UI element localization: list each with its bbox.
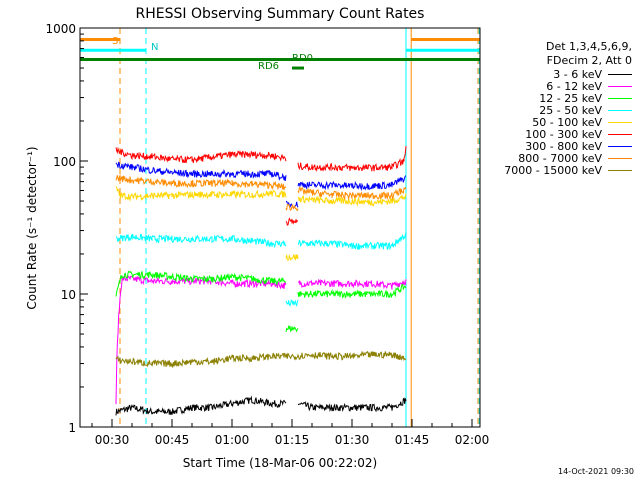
- legend-item-swatch: [608, 133, 632, 135]
- series-line-7000-15000-kev: [115, 350, 407, 369]
- series-line-800-7000-kev: [285, 203, 299, 212]
- series-line-6-12-kev: [297, 278, 407, 290]
- series-line-50-100-kev: [285, 253, 299, 261]
- axes-layer: 00:30 00:45 01:00 01:15 01:30 01:45 02:00 1 10 10…: [45, 22, 489, 447]
- saa-label: S: [112, 36, 118, 47]
- legend-header-line-2: FDecim 2, Att 0: [546, 54, 632, 67]
- legend-item: 25 - 50 keV: [480, 103, 632, 117]
- legend-item-label: 50 - 100 keV: [532, 115, 602, 129]
- series-line-12-25-kev: [285, 324, 299, 333]
- legend-header-line-1: Det 1,3,4,5,6,9,: [545, 40, 632, 53]
- rd0-label: RD0: [292, 53, 313, 64]
- x-tick-label: 01:30: [335, 433, 370, 447]
- series-line-25-50-kev: [115, 233, 287, 249]
- legend-item-swatch: [608, 73, 632, 75]
- legend-item-label: 3 - 6 keV: [553, 67, 602, 81]
- y-tick-label: 100: [53, 155, 76, 169]
- series-line-100-300-kev: [115, 146, 287, 164]
- generated-timestamp: 14-Oct-2021 09:30: [558, 467, 634, 476]
- plot-frame: [79, 27, 481, 428]
- legend-item-swatch: [608, 169, 632, 171]
- series-line-25-50-kev: [298, 231, 407, 251]
- y-axis-label: Count Rate (s⁻¹ detector⁻¹): [25, 146, 39, 309]
- series-line-800-7000-kev: [115, 173, 287, 191]
- series-line-100-300-kev: [297, 146, 407, 173]
- legend-item-swatch: [608, 121, 632, 123]
- legend-item: 300 - 800 keV: [480, 139, 632, 153]
- legend-item: 800 - 7000 keV: [480, 151, 632, 165]
- chart-title: RHESSI Observing Summary Count Rates: [136, 6, 425, 22]
- legend-item-label: 300 - 800 keV: [525, 139, 602, 153]
- legend-item-swatch: [608, 145, 632, 147]
- legend-item-label: 12 - 25 keV: [539, 91, 602, 105]
- y-tick-label: 1: [68, 421, 76, 435]
- legend: Det 1,3,4,5,6,9, FDecim 2, Att 0 3 - 6 k…: [480, 40, 632, 177]
- legend-item: 50 - 100 keV: [480, 115, 632, 129]
- legend-item-label: 7000 - 15000 keV: [504, 163, 602, 177]
- series-line-6-12-kev: [115, 274, 287, 405]
- x-tick-label: 01:15: [275, 433, 310, 447]
- series-line-50-100-kev: [297, 193, 407, 207]
- y-tick-label: 10: [61, 288, 76, 302]
- x-tick-label: 00:45: [155, 433, 190, 447]
- legend-item-label: 800 - 7000 keV: [518, 151, 602, 165]
- series-line-800-7000-kev: [297, 186, 407, 201]
- x-axis-label: Start Time (18-Mar-06 00:22:02): [183, 456, 377, 470]
- legend-item: 6 - 12 keV: [480, 79, 632, 93]
- legend-item-swatch: [608, 97, 632, 99]
- night-label: N: [151, 42, 158, 53]
- series-line-12-25-kev: [297, 283, 407, 299]
- series-line-50-100-kev: [115, 186, 287, 202]
- x-tick-label: 00:30: [95, 433, 130, 447]
- legend-item: 3 - 6 keV: [480, 67, 632, 81]
- legend-item: 12 - 25 keV: [480, 91, 632, 105]
- legend-item-swatch: [608, 109, 632, 111]
- x-tick-label: 02:00: [455, 433, 490, 447]
- series-line-3-6-kev: [297, 397, 407, 413]
- legend-item-swatch: [608, 157, 632, 159]
- series-line-25-50-kev: [285, 299, 299, 308]
- legend-item-label: 6 - 12 keV: [546, 79, 602, 93]
- series-line-100-300-kev: [285, 217, 299, 226]
- legend-rows: 3 - 6 keV 6 - 12 keV 12 - 25 keV 25 - 50 ke…: [480, 67, 632, 177]
- legend-item-swatch: [608, 85, 632, 87]
- plot-lines-layer: [79, 28, 480, 427]
- legend-item: 100 - 300 keV: [480, 127, 632, 141]
- rd6-label: RD6: [258, 61, 279, 72]
- x-tick-label: 01:00: [215, 433, 250, 447]
- series-line-300-800-kev: [297, 175, 407, 192]
- legend-item-label: 25 - 50 keV: [539, 103, 602, 117]
- series-line-12-25-kev: [115, 270, 287, 297]
- x-tick-label: 01:45: [395, 433, 430, 447]
- legend-item-label: 100 - 300 keV: [525, 127, 602, 141]
- series-line-300-800-kev: [115, 161, 287, 181]
- y-tick-label: 1000: [45, 22, 76, 36]
- legend-item: 7000 - 15000 keV: [480, 163, 632, 177]
- series-line-3-6-kev: [115, 395, 287, 416]
